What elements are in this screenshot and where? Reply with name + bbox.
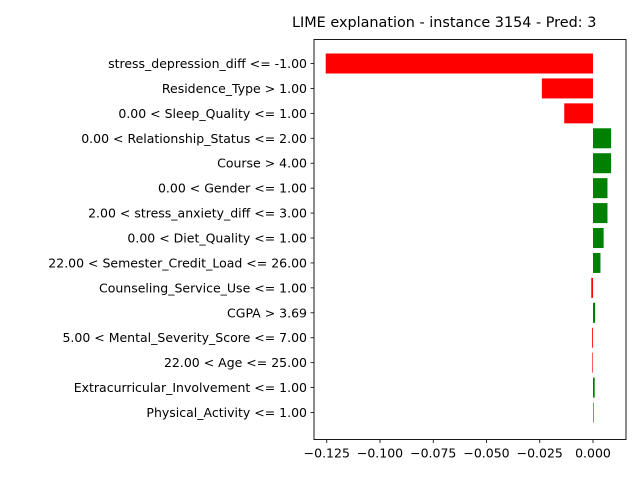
plot-frame: [313, 39, 627, 440]
y-tick-label: Counseling_Service_Use <= 1.00: [99, 280, 307, 295]
bar: [592, 252, 601, 273]
y-tick-label: CGPA > 3.69: [227, 305, 307, 320]
y-tick-labels: stress_depression_diff <= -1.00 Residence…: [48, 56, 314, 420]
y-tick-label: 2.00 < stress_anxiety_diff <= 3.00: [88, 206, 307, 221]
chart-title: LIME explanation - instance 3154 - Pred:…: [292, 15, 596, 31]
x-tick-label: −0.050: [463, 446, 509, 461]
x-tick-label: −0.100: [357, 446, 403, 461]
bar: [592, 302, 596, 323]
bar: [592, 153, 612, 174]
x-tick-label: −0.025: [517, 446, 563, 461]
bar: [592, 228, 604, 249]
y-tick-label: 0.00 < Sleep_Quality <= 1.00: [118, 106, 307, 121]
bar: [592, 377, 595, 398]
x-tick-label: −0.075: [410, 446, 456, 461]
y-tick-label: 0.00 < Gender <= 1.00: [158, 181, 307, 196]
bar: [592, 178, 608, 199]
y-tick-label: stress_depression_diff <= -1.00: [108, 56, 307, 71]
bar: [564, 103, 593, 124]
bar: [592, 402, 594, 423]
bar: [325, 53, 593, 74]
y-tick-label: Residence_Type > 1.00: [162, 81, 307, 96]
y-tick-label: Physical_Activity <= 1.00: [146, 405, 307, 420]
bar: [592, 327, 593, 348]
x-ticks: −0.125 −0.100 −0.075 −0.050 −0.025 0.000: [304, 439, 611, 461]
y-tick-label: 0.00 < Diet_Quality <= 1.00: [127, 231, 307, 246]
bar: [592, 128, 612, 149]
bar: [592, 203, 608, 224]
y-tick-label: 0.00 < Relationship_Status <= 2.00: [81, 131, 307, 146]
bar: [541, 78, 593, 99]
y-tick-label: Extracurricular_Involvement <= 1.00: [74, 380, 307, 395]
y-tick-label: Course > 4.00: [217, 156, 307, 171]
y-tick-label: 22.00 < Semester_Credit_Load <= 26.00: [48, 255, 307, 270]
bar: [591, 277, 593, 298]
y-tick-label: 5.00 < Mental_Severity_Score <= 7.00: [62, 330, 307, 345]
x-tick-label: 0.000: [575, 446, 611, 461]
bar: [592, 352, 593, 373]
y-tick-label: 22.00 < Age <= 25.00: [164, 355, 307, 370]
bars-layer: [325, 53, 612, 423]
x-tick-label: −0.125: [304, 446, 350, 461]
